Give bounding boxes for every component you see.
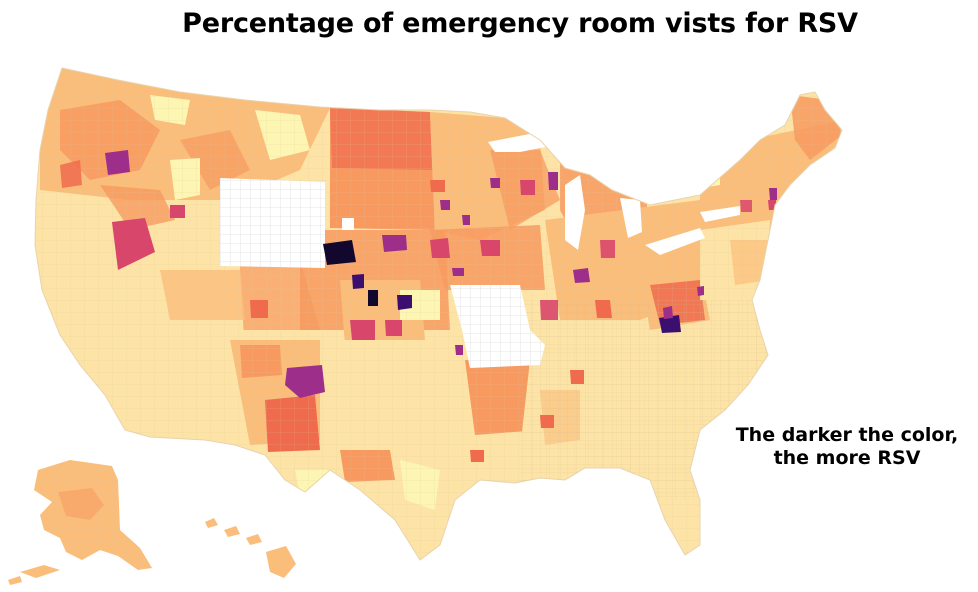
alaska-region [8, 460, 152, 585]
hawaii-region [205, 518, 296, 578]
us-outline [34, 67, 843, 561]
color-scale-note: The darker the color, the more RSV [716, 424, 978, 470]
color-scale-note-line1: The darker the color, [735, 424, 959, 446]
color-scale-note-line2: the more RSV [773, 447, 921, 469]
map-title: Percentage of emergency room vists for R… [182, 8, 858, 39]
great-lakes [488, 132, 740, 255]
